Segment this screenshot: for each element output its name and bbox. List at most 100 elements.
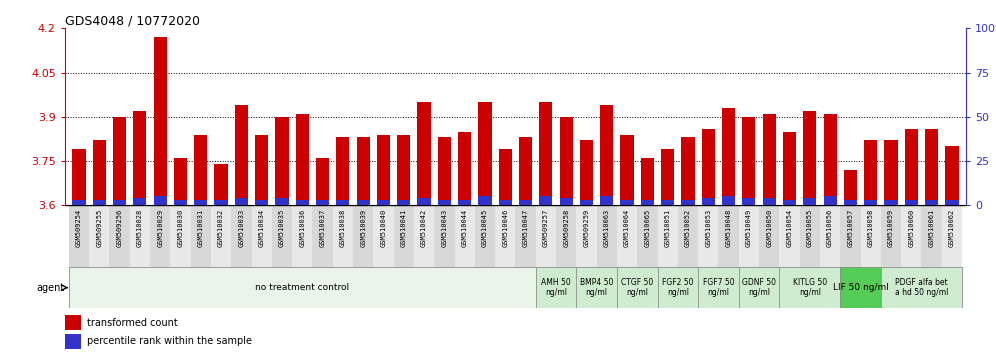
Bar xyxy=(722,196,735,205)
Text: GSM510060: GSM510060 xyxy=(908,209,914,247)
Bar xyxy=(357,200,370,205)
Bar xyxy=(560,198,573,205)
Bar xyxy=(357,137,370,205)
Bar xyxy=(235,198,248,205)
FancyBboxPatch shape xyxy=(414,205,434,267)
Bar xyxy=(925,129,938,205)
FancyBboxPatch shape xyxy=(515,205,536,267)
Text: GSM510028: GSM510028 xyxy=(136,209,142,247)
Text: GSM510036: GSM510036 xyxy=(299,209,305,247)
Bar xyxy=(702,198,715,205)
FancyBboxPatch shape xyxy=(861,205,880,267)
Text: GSM510045: GSM510045 xyxy=(482,209,488,247)
Text: GSM510057: GSM510057 xyxy=(848,209,854,247)
Bar xyxy=(255,200,268,205)
FancyBboxPatch shape xyxy=(170,205,190,267)
Text: agent: agent xyxy=(36,282,65,293)
Text: GSM509258: GSM509258 xyxy=(563,209,569,247)
FancyBboxPatch shape xyxy=(475,205,495,267)
FancyBboxPatch shape xyxy=(495,205,515,267)
Bar xyxy=(580,141,593,205)
Text: GSM510035: GSM510035 xyxy=(279,209,285,247)
Bar xyxy=(925,200,938,205)
Bar xyxy=(640,200,654,205)
Text: GSM509254: GSM509254 xyxy=(76,209,82,247)
Bar xyxy=(133,198,146,205)
Bar xyxy=(621,200,633,205)
FancyBboxPatch shape xyxy=(231,205,252,267)
FancyBboxPatch shape xyxy=(577,205,597,267)
Text: GSM510038: GSM510038 xyxy=(340,209,346,247)
FancyBboxPatch shape xyxy=(69,267,536,308)
Bar xyxy=(601,196,614,205)
Bar xyxy=(763,198,776,205)
Text: GSM510029: GSM510029 xyxy=(157,209,163,247)
FancyBboxPatch shape xyxy=(698,205,718,267)
Bar xyxy=(539,196,553,205)
FancyBboxPatch shape xyxy=(129,205,150,267)
Bar xyxy=(113,117,126,205)
FancyBboxPatch shape xyxy=(89,205,110,267)
FancyBboxPatch shape xyxy=(800,205,820,267)
Bar xyxy=(844,200,857,205)
FancyBboxPatch shape xyxy=(617,205,637,267)
Bar xyxy=(194,200,207,205)
FancyBboxPatch shape xyxy=(393,205,414,267)
FancyBboxPatch shape xyxy=(597,205,617,267)
FancyBboxPatch shape xyxy=(313,205,333,267)
Bar xyxy=(478,196,492,205)
Bar xyxy=(519,200,532,205)
FancyBboxPatch shape xyxy=(252,205,272,267)
Bar xyxy=(65,334,81,348)
Bar xyxy=(621,135,633,205)
Bar xyxy=(661,200,674,205)
Text: GSM510051: GSM510051 xyxy=(664,209,670,247)
Text: GSM510032: GSM510032 xyxy=(218,209,224,247)
Text: GSM510050: GSM510050 xyxy=(766,209,772,247)
Text: GSM510052: GSM510052 xyxy=(685,209,691,247)
Bar xyxy=(296,200,309,205)
FancyBboxPatch shape xyxy=(657,205,678,267)
Bar xyxy=(478,102,492,205)
Bar xyxy=(601,105,614,205)
FancyBboxPatch shape xyxy=(942,205,962,267)
Text: GSM510059: GSM510059 xyxy=(888,209,894,247)
Text: GSM510043: GSM510043 xyxy=(441,209,447,247)
Bar xyxy=(539,102,553,205)
Text: GDNF 50
ng/ml: GDNF 50 ng/ml xyxy=(742,278,776,297)
FancyBboxPatch shape xyxy=(150,205,170,267)
Text: CTGF 50
ng/ml: CTGF 50 ng/ml xyxy=(622,278,653,297)
FancyBboxPatch shape xyxy=(577,267,617,308)
Bar xyxy=(337,137,350,205)
FancyBboxPatch shape xyxy=(901,205,921,267)
Bar xyxy=(945,146,958,205)
Bar xyxy=(499,149,512,205)
Text: GSM510042: GSM510042 xyxy=(421,209,427,247)
Text: GSM510048: GSM510048 xyxy=(726,209,732,247)
Text: FGF7 50
ng/ml: FGF7 50 ng/ml xyxy=(702,278,734,297)
Bar xyxy=(113,200,126,205)
Bar xyxy=(560,117,573,205)
FancyBboxPatch shape xyxy=(779,205,800,267)
Text: GSM510064: GSM510064 xyxy=(624,209,630,247)
Text: GSM509255: GSM509255 xyxy=(97,209,103,247)
Text: percentile rank within the sample: percentile rank within the sample xyxy=(88,336,252,346)
Bar xyxy=(904,200,918,205)
Bar xyxy=(681,200,694,205)
FancyBboxPatch shape xyxy=(110,205,129,267)
Text: GSM509259: GSM509259 xyxy=(584,209,590,247)
Bar xyxy=(316,200,329,205)
Bar xyxy=(275,198,289,205)
Bar xyxy=(73,200,86,205)
Bar xyxy=(296,114,309,205)
Bar xyxy=(803,111,817,205)
Bar xyxy=(783,200,796,205)
Bar xyxy=(214,200,228,205)
FancyBboxPatch shape xyxy=(739,267,779,308)
Text: GSM510055: GSM510055 xyxy=(807,209,813,247)
Bar xyxy=(865,200,877,205)
Text: GSM509256: GSM509256 xyxy=(117,209,123,247)
Bar xyxy=(824,196,837,205)
Text: GSM510047: GSM510047 xyxy=(523,209,529,247)
Bar xyxy=(681,137,694,205)
